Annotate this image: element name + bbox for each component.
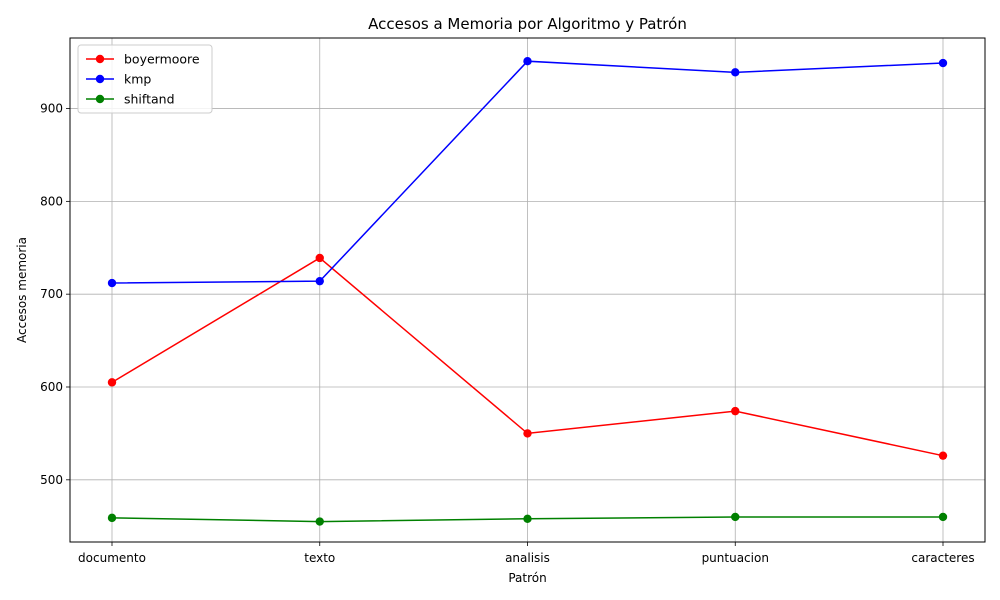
legend-label-shiftand: shiftand — [124, 92, 175, 107]
x-tick-label: documento — [78, 551, 146, 565]
y-tick-label: 700 — [40, 287, 63, 301]
data-point-shiftand — [731, 512, 740, 522]
x-tick-label: texto — [304, 551, 335, 565]
data-point-boyermoore — [731, 406, 740, 416]
x-tick-label: puntuacion — [702, 551, 769, 565]
data-point-shiftand — [315, 517, 324, 526]
legend-marker-kmp — [95, 74, 105, 84]
legend-marker-shiftand — [95, 94, 105, 104]
legend-label-kmp: kmp — [124, 72, 151, 87]
y-tick-label: 800 — [40, 194, 63, 208]
data-point-shiftand — [107, 513, 117, 523]
data-point-kmp — [107, 278, 117, 288]
data-point-kmp — [315, 276, 324, 286]
data-point-kmp — [938, 58, 948, 68]
data-point-boyermoore — [523, 429, 532, 438]
chart-title: Accesos a Memoria por Algoritmo y Patrón — [368, 15, 687, 33]
data-point-boyermoore — [938, 451, 948, 460]
legend: boyermoore kmp shiftand — [77, 44, 213, 114]
data-point-boyermoore — [107, 378, 117, 387]
y-axis-label: Accesos memoria — [15, 237, 29, 343]
data-point-shiftand — [523, 514, 532, 523]
legend-marker-boyermoore — [95, 54, 105, 64]
legend-label-boyermoore: boyermoore — [124, 52, 200, 67]
x-tick-label: caracteres — [911, 551, 974, 565]
data-point-kmp — [523, 57, 532, 66]
legend-box — [77, 44, 213, 114]
data-point-boyermoore — [315, 253, 324, 263]
data-point-shiftand — [938, 512, 948, 522]
axis-ticks: documento texto analisis puntuacion caracter… — [40, 102, 975, 565]
y-tick-label: 900 — [40, 102, 63, 116]
x-tick-label: analisis — [505, 551, 550, 565]
series-layer — [107, 57, 948, 526]
x-axis-label: Patrón — [508, 571, 546, 585]
grid-lines — [70, 38, 985, 542]
y-tick-label: 600 — [40, 380, 63, 394]
data-point-kmp — [731, 68, 740, 77]
y-tick-label: 500 — [40, 473, 63, 487]
